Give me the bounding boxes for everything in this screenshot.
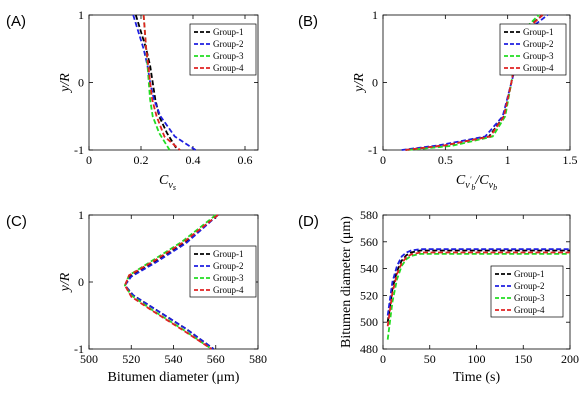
x-tick-label: 0 (86, 153, 92, 167)
series-line-group-4 (123, 214, 219, 350)
x-tick-label: 1 (505, 153, 511, 167)
series-line-group-1 (386, 249, 570, 323)
series-line-group-1 (134, 14, 179, 151)
y-tick-label: 1 (78, 208, 84, 222)
legend-entry: Group-4 (523, 63, 554, 73)
x-tick-label: 0.6 (238, 153, 253, 167)
legend-entry: Group-1 (523, 27, 554, 37)
y-tick-label: 0 (78, 275, 84, 289)
y-tick-label: 1 (372, 8, 378, 22)
series-line-group-2 (123, 214, 219, 350)
series-line-group-3 (123, 214, 217, 350)
legend: Group-1 Group-2 Group-3 Group-4 (499, 23, 567, 76)
panel-1: (B)0 0.5 1 1.5-101Cv′b/Cvby/RGroup-1Group-2… (298, 8, 578, 192)
y-axis-label: y/R (58, 73, 73, 94)
y-tick-label: 540 (360, 262, 378, 276)
panel-label: (D) (298, 213, 319, 230)
series-line-group-4 (386, 251, 570, 327)
legend: Group-1 Group-2 Group-3 Group-4 (189, 245, 257, 298)
legend-entry: Group-2 (213, 39, 244, 49)
y-tick-label: 500 (360, 315, 378, 329)
panel-label: (B) (298, 13, 318, 30)
legend-entry: Group-2 (213, 261, 244, 271)
y-tick-label: 480 (360, 342, 378, 356)
legend-entry: Group-4 (213, 63, 244, 73)
y-tick-label: -1 (74, 143, 84, 157)
y-tick-label: -1 (74, 342, 84, 356)
x-axis-label: Cvs (159, 173, 176, 192)
legend-entry: Group-3 (213, 51, 244, 61)
x-axis-label: Time (s) (453, 370, 501, 385)
x-tick-label: 0.2 (134, 153, 149, 167)
x-tick-label: 0.4 (186, 153, 201, 167)
x-tick-label: 540 (165, 352, 183, 366)
series-line-group-4 (142, 14, 181, 151)
x-tick-label: 0 (380, 153, 386, 167)
y-axis-label: Bitumen diameter (μm) (339, 216, 354, 348)
x-tick-label: 500 (80, 352, 98, 366)
x-tick-label: 580 (249, 352, 267, 366)
x-axis-label: Cv′b/Cvb (456, 173, 497, 192)
y-tick-label: 520 (360, 288, 378, 302)
y-axis-label: y/R (58, 272, 73, 293)
legend-entry: Group-4 (213, 285, 244, 295)
x-tick-label: 520 (122, 352, 140, 366)
legend-entry: Group-4 (514, 305, 545, 315)
x-tick-label: 560 (207, 352, 225, 366)
y-tick-label: -1 (368, 143, 378, 157)
x-axis-label: Bitumen diameter (μm) (108, 370, 240, 385)
legend-entry: Group-2 (523, 39, 554, 49)
legend-entry: Group-1 (514, 269, 545, 279)
legend: Group-1 Group-2 Group-3 Group-4 (490, 265, 564, 318)
y-tick-label: 0 (78, 76, 84, 90)
series-line-group-2 (132, 14, 197, 151)
series-line-group-3 (386, 252, 570, 340)
x-tick-label: 0 (380, 352, 386, 366)
legend: Group-1 Group-2 Group-3 Group-4 (189, 23, 257, 76)
y-axis-label: y/R (352, 73, 367, 94)
y-tick-label: 560 (360, 235, 378, 249)
y-tick-label: 580 (360, 208, 378, 222)
x-tick-label: 150 (514, 352, 532, 366)
legend-entry: Group-3 (213, 273, 244, 283)
x-tick-label: 200 (561, 352, 579, 366)
y-tick-label: 0 (372, 76, 378, 90)
panel-2: (C) 500 520 540 560 580 -1 0 1 Bitumen diameter (… (6, 208, 267, 385)
panel-3: (D) 0 50 100 150 200 480 500 520 540 560 580 Time (s… (298, 208, 579, 385)
y-tick-label: 1 (78, 8, 84, 22)
legend-entry: Group-3 (523, 51, 554, 61)
legend-entry: Group-2 (514, 281, 545, 291)
x-tick-label: 50 (424, 352, 436, 366)
series-line-group-3 (142, 14, 171, 151)
legend-entry: Group-1 (213, 27, 244, 37)
x-tick-label: 100 (468, 352, 486, 366)
legend-entry: Group-3 (514, 293, 545, 303)
panel-label: (C) (6, 213, 27, 230)
x-tick-label: 1.5 (563, 153, 578, 167)
x-tick-label: 0.5 (438, 153, 453, 167)
panel-label: (A) (6, 13, 26, 30)
panel-0: (A)0 0.2 0.4 0.6-101Cvsy/RGroup-1Group-2Gro… (6, 8, 259, 192)
legend-entry: Group-1 (213, 249, 244, 259)
series-line-group-2 (386, 248, 570, 316)
